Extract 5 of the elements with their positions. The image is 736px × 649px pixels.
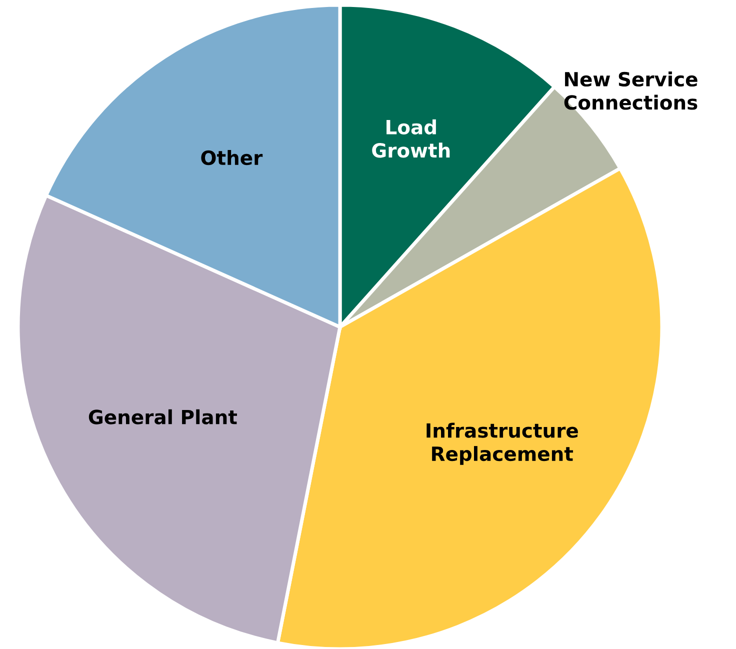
- slice-label: Infrastructure Replacement: [426, 422, 578, 465]
- slice-label: Other: [201, 150, 263, 166]
- slice-label: General Plant: [88, 409, 237, 424]
- slice-label: New Service Connections: [564, 72, 698, 110]
- slice-label: Load Growth: [372, 119, 450, 158]
